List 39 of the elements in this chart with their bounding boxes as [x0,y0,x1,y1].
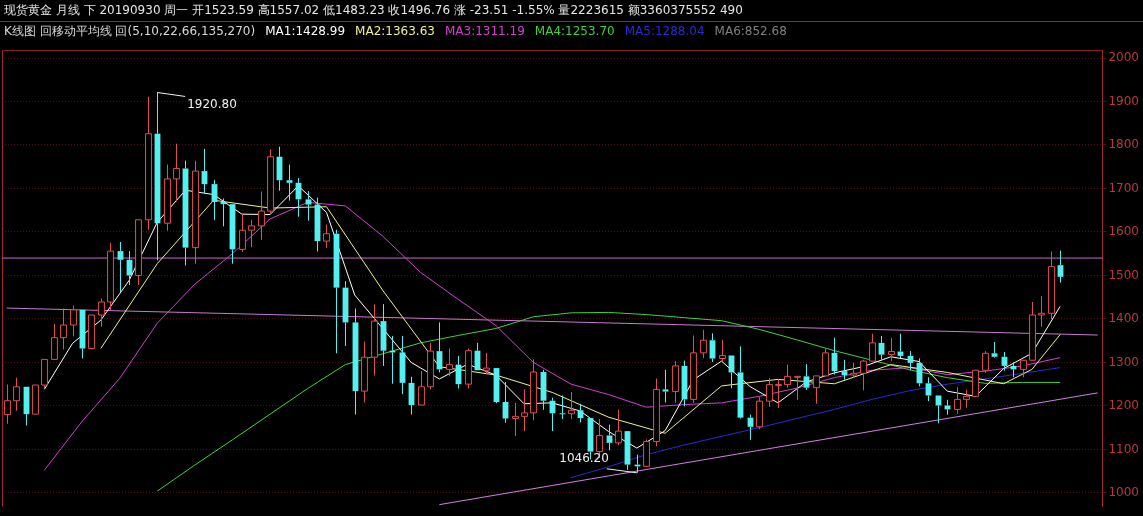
candlestick [643,438,650,467]
candlestick [690,334,697,404]
candlestick [418,370,425,406]
y-tick-label: 1600 [1108,224,1140,239]
candlestick [248,219,255,248]
candlestick [662,369,669,403]
y-tick-label: 1300 [1108,354,1140,369]
candlestick [803,363,810,391]
y-tick-label: 1000 [1108,485,1140,500]
y-tick-label: 1900 [1108,93,1140,108]
candlestick [267,148,274,215]
text: MA5:1288.04 [624,23,705,40]
y-tick-label: 1400 [1108,311,1140,326]
text: MA4:1253.70 [534,23,615,40]
annotation: 1920.80 [187,96,237,111]
candlestick [305,190,312,222]
text: MA1:1428.99 [265,23,346,40]
text: MA2:1363.63 [355,23,435,40]
candlestick [1048,251,1055,320]
y-tick-label: 1200 [1108,398,1140,413]
candlestick [521,388,528,432]
candlestick [446,348,453,377]
text: MA3:1311.19 [444,23,525,40]
candlestick [135,219,142,286]
candlestick [766,377,773,408]
y-tick-label: 1100 [1108,441,1140,456]
candlestick [164,164,171,232]
y-tick-label: 1500 [1108,267,1140,282]
annotation: 1046.20 [559,450,609,465]
candlestick [51,323,58,360]
chart-title: 现货黄金 月线 下 20190930 周一 开1523.59 高1557.02 低1483.23 收1496.76 涨 -23.51 -1.55% 量2223615 额3360375552 490 [0,0,1143,22]
legend-label: MA6:852.68 [714,23,787,40]
y-tick-label: 1800 [1108,137,1140,152]
candlestick [286,164,293,202]
candlestick [606,424,613,451]
candlestick [991,341,998,357]
y-tick-label: 2000 [1108,50,1140,65]
chart-subtitle: K线图 回移动平均线 回(5,10,22,66,135,270) [4,23,256,40]
y-tick-label: 1700 [1108,180,1140,195]
